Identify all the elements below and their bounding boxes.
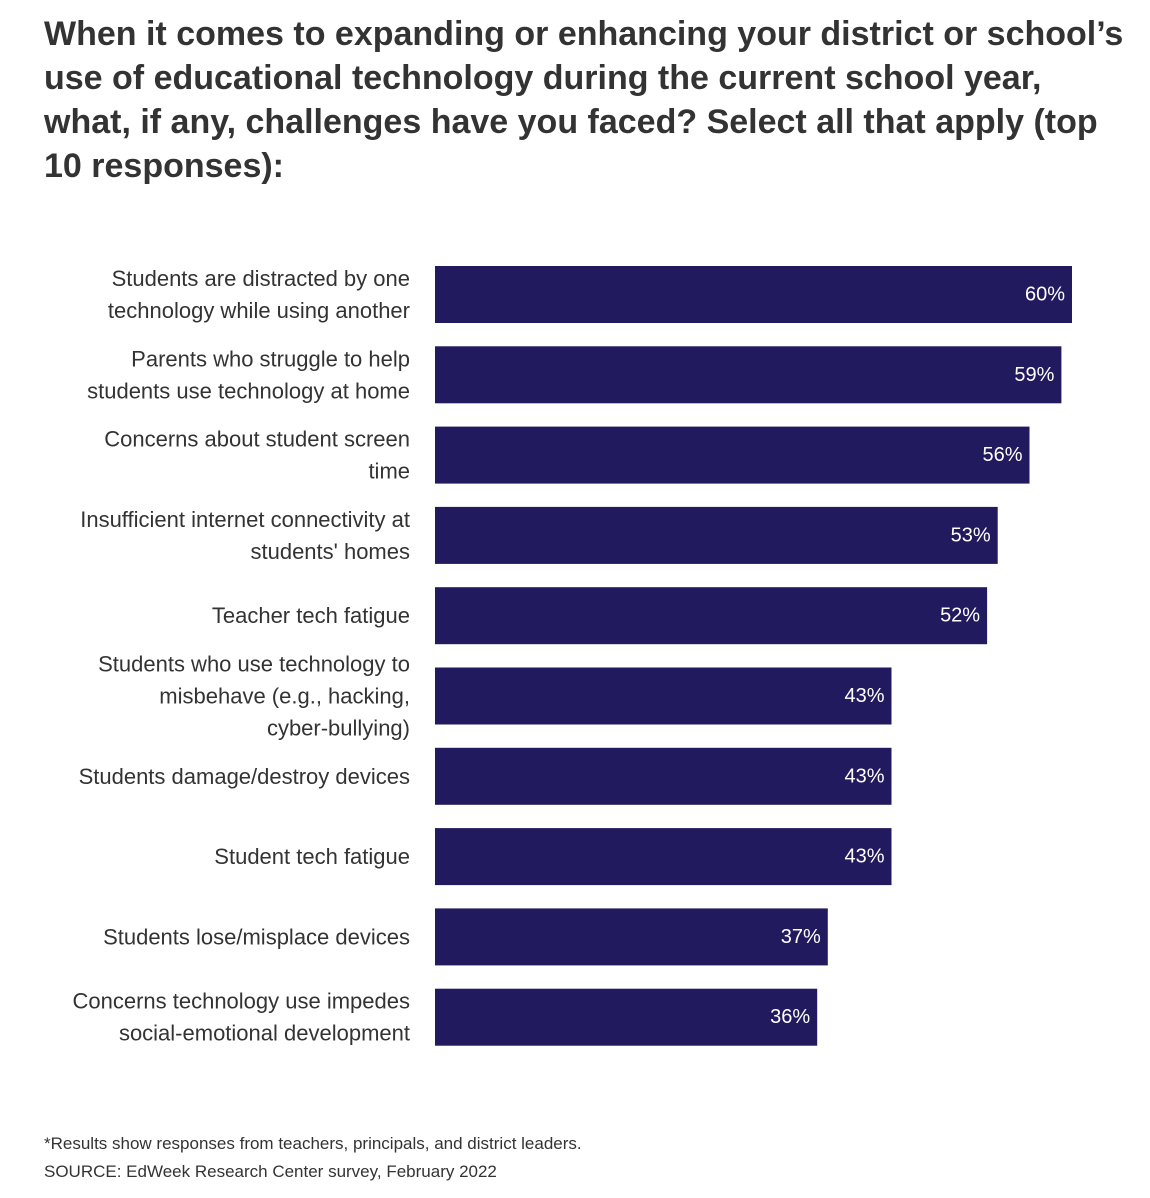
category-label-line: Students are distracted by one: [112, 266, 410, 291]
bars-layer: [435, 266, 1072, 1046]
category-label-line: Students damage/destroy devices: [79, 764, 410, 789]
bar-3: [435, 426, 1030, 484]
value-label-9: 37%: [781, 926, 821, 948]
category-label-line: cyber-bullying): [267, 716, 410, 741]
bar-5: [435, 587, 988, 645]
category-label-line: students use technology at home: [87, 378, 410, 403]
value-label-5: 52%: [940, 605, 980, 627]
category-label-line: time: [368, 459, 410, 484]
bar-7: [435, 747, 892, 805]
category-label-4: Insufficient internet connectivity at stu…: [80, 507, 410, 564]
category-label-line: technology while using another: [108, 298, 410, 323]
value-label-3: 56%: [982, 444, 1022, 466]
chart-title: When it comes to expanding or enhancing …: [44, 15, 1124, 185]
value-label-7: 43%: [844, 765, 884, 787]
value-labels-layer: 60% 59% 56% 53% 52% 43% 43% 43% 37% 36%: [770, 284, 1065, 1029]
category-label-line: Students who use technology to: [98, 652, 410, 677]
category-label-line: Concerns technology use impedes: [72, 989, 410, 1014]
category-label-line: Student tech fatigue: [214, 844, 410, 869]
category-label-8: Student tech fatigue: [214, 844, 410, 869]
category-label-line: social-emotional development: [119, 1021, 410, 1046]
value-label-1: 60%: [1025, 284, 1065, 306]
category-label-line: Teacher tech fatigue: [212, 603, 410, 628]
bar-2: [435, 346, 1062, 404]
bar-4: [435, 506, 998, 564]
category-label-line: Students lose/misplace devices: [103, 924, 410, 949]
value-label-4: 53%: [951, 524, 991, 546]
category-label-line: Concerns about student screen: [104, 427, 410, 452]
category-label-5: Teacher tech fatigue: [212, 603, 410, 628]
category-label-6: Students who use technology to misbehave …: [98, 652, 410, 741]
bar-1: [435, 266, 1072, 323]
value-label-8: 43%: [844, 846, 884, 868]
category-label-1: Students are distracted by one technology…: [108, 266, 410, 323]
category-label-2: Parents who struggle to help students use…: [87, 346, 410, 403]
value-label-2: 59%: [1014, 364, 1054, 386]
bar-9: [435, 908, 828, 966]
bar-6: [435, 667, 892, 725]
category-label-3: Concerns about student screen time: [104, 427, 410, 484]
value-label-6: 43%: [844, 685, 884, 707]
bar-8: [435, 828, 892, 886]
category-label-7: Students damage/destroy devices: [79, 764, 410, 789]
bar-10: [435, 988, 818, 1046]
category-labels-layer: Students are distracted by one technology…: [72, 266, 410, 1046]
category-label-line: students' homes: [250, 539, 410, 564]
category-label-9: Students lose/misplace devices: [103, 924, 410, 949]
category-label-line: misbehave (e.g., hacking,: [159, 684, 410, 709]
category-label-10: Concerns technology use impedes social-em…: [72, 989, 410, 1046]
footnote: *Results show responses from teachers, p…: [44, 1134, 582, 1153]
value-label-10: 36%: [770, 1006, 810, 1028]
source-note: SOURCE: EdWeek Research Center survey, F…: [44, 1162, 497, 1181]
category-label-line: Insufficient internet connectivity at: [80, 507, 410, 532]
category-label-line: Parents who struggle to help: [131, 346, 410, 371]
